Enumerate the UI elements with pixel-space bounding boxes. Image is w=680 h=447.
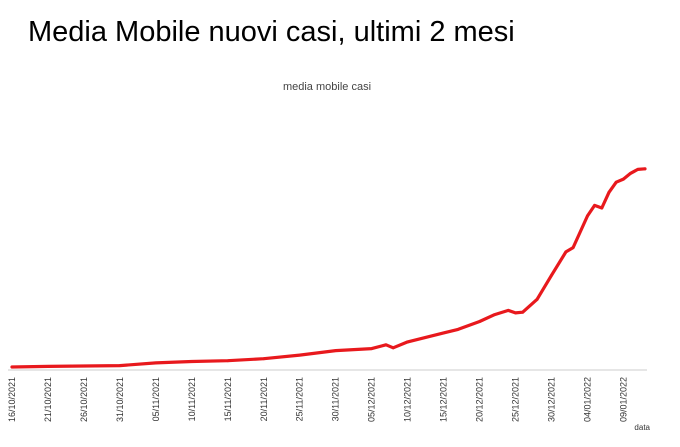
data-point xyxy=(535,297,539,301)
data-point xyxy=(614,180,618,184)
x-tick-label: 31/10/2021 xyxy=(115,377,125,422)
data-point xyxy=(82,364,86,368)
data-point xyxy=(384,343,388,347)
data-point xyxy=(492,313,496,317)
data-point xyxy=(607,190,611,194)
data-point xyxy=(456,328,460,331)
data-point xyxy=(586,214,589,218)
data-points xyxy=(10,167,647,369)
x-tick-label: 09/01/2022 xyxy=(618,377,628,422)
data-point xyxy=(506,309,510,312)
x-tick-label: 30/11/2021 xyxy=(331,377,341,421)
data-point xyxy=(478,320,481,323)
x-tick-label: 30/12/2021 xyxy=(546,377,556,422)
data-point xyxy=(643,167,647,171)
data-point xyxy=(521,310,525,314)
data-point xyxy=(226,359,230,363)
x-tick-label: 10/11/2021 xyxy=(187,377,197,421)
data-point xyxy=(10,365,14,369)
data-point xyxy=(334,349,338,353)
data-point xyxy=(564,250,568,254)
data-point xyxy=(298,353,302,357)
x-tick-label: 25/12/2021 xyxy=(511,377,521,422)
x-tick-label: 26/10/2021 xyxy=(79,377,89,422)
page-title: Media Mobile nuovi casi, ultimi 2 mesi xyxy=(28,16,515,48)
data-point xyxy=(600,206,604,210)
data-point xyxy=(46,364,50,368)
data-point xyxy=(629,171,633,175)
x-tick-label: 20/11/2021 xyxy=(259,377,269,421)
data-point xyxy=(571,246,575,250)
chart-title: media mobile casi xyxy=(283,81,371,93)
x-tick-label: 21/10/2021 xyxy=(43,377,53,422)
series-line xyxy=(10,167,647,369)
x-tick-label: 05/12/2021 xyxy=(367,377,377,422)
data-point xyxy=(406,340,410,344)
data-point xyxy=(622,177,625,181)
x-tick-label: 04/01/2022 xyxy=(582,377,592,422)
x-tick-label: 15/12/2021 xyxy=(439,377,449,422)
data-point xyxy=(442,331,445,335)
x-tick-labels: 16/10/2021 21/10/2021 26/10/2021 31/10/2021… xyxy=(7,377,628,422)
x-tick-label: 16/10/2021 xyxy=(7,377,17,422)
data-point xyxy=(391,346,395,350)
data-point xyxy=(636,168,640,171)
data-point xyxy=(154,361,158,365)
x-tick-label: 15/11/2021 xyxy=(223,377,233,421)
x-tick-label: 25/11/2021 xyxy=(295,377,305,421)
data-point xyxy=(190,360,194,363)
data-point xyxy=(550,273,553,277)
data-point xyxy=(514,311,517,315)
data-point xyxy=(593,203,597,207)
x-tick-label: 20/12/2021 xyxy=(475,377,485,422)
data-point xyxy=(262,357,266,361)
x-axis-label: data xyxy=(634,423,650,432)
data-point xyxy=(370,347,374,351)
x-tick-label: 05/11/2021 xyxy=(151,377,161,421)
x-tick-label: 10/12/2021 xyxy=(403,377,413,422)
data-point xyxy=(118,364,122,367)
